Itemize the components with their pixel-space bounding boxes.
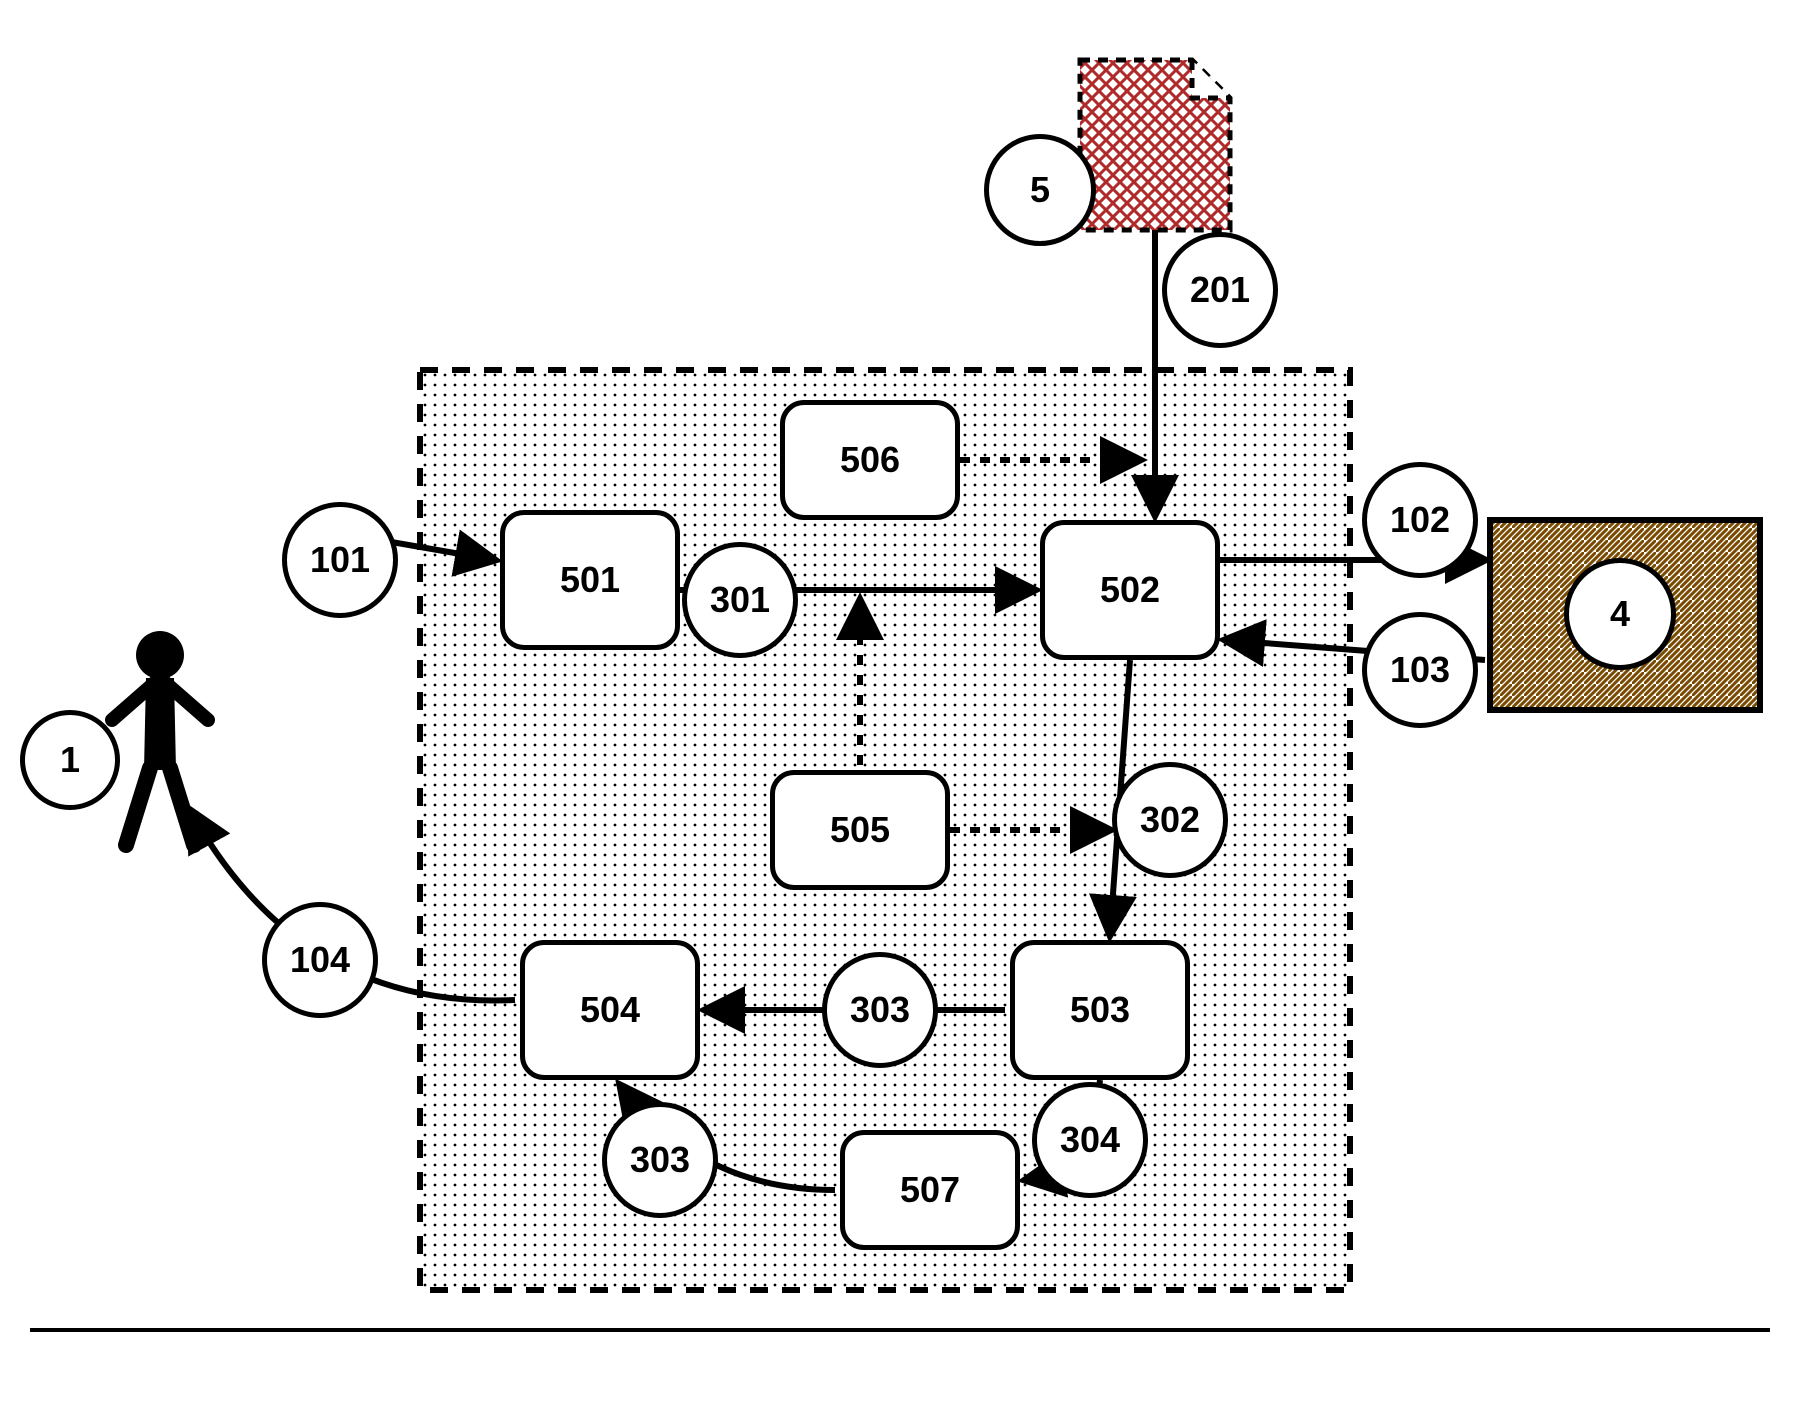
node-506: 506 <box>780 400 960 520</box>
node-label: 503 <box>1070 989 1130 1031</box>
node-label: 501 <box>560 559 620 601</box>
node-504: 504 <box>520 940 700 1080</box>
circle-304: 304 <box>1032 1082 1148 1198</box>
circle-label: 103 <box>1390 649 1450 691</box>
circle-label: 301 <box>710 579 770 621</box>
node-label: 502 <box>1100 569 1160 611</box>
node-label: 506 <box>840 439 900 481</box>
document-icon <box>1080 60 1230 230</box>
circle-303: 303 <box>602 1102 718 1218</box>
circle-label: 303 <box>850 989 910 1031</box>
circle-101: 101 <box>282 502 398 618</box>
node-label: 507 <box>900 1169 960 1211</box>
circle-label: 304 <box>1060 1119 1120 1161</box>
circle-302: 302 <box>1112 762 1228 878</box>
circle-label: 201 <box>1190 269 1250 311</box>
circle-1: 1 <box>20 710 120 810</box>
node-502: 502 <box>1040 520 1220 660</box>
circle-103: 103 <box>1362 612 1478 728</box>
circle-5: 5 <box>984 134 1096 246</box>
circle-104: 104 <box>262 902 378 1018</box>
node-501: 501 <box>500 510 680 650</box>
circle-label: 102 <box>1390 499 1450 541</box>
circle-label: 4 <box>1610 593 1630 635</box>
diagram-stage: 501 502 503 504 505 506 507 1 4 5 101 102 103 104 201… <box>0 0 1800 1404</box>
circle-label: 5 <box>1030 169 1050 211</box>
circle-label: 302 <box>1140 799 1200 841</box>
circle-4: 4 <box>1564 558 1676 670</box>
circle-201: 201 <box>1162 232 1278 348</box>
circle-303: 303 <box>822 952 938 1068</box>
node-label: 505 <box>830 809 890 851</box>
circle-label: 101 <box>310 539 370 581</box>
node-505: 505 <box>770 770 950 890</box>
node-label: 504 <box>580 989 640 1031</box>
circle-label: 303 <box>630 1139 690 1181</box>
circle-102: 102 <box>1362 462 1478 578</box>
circle-301: 301 <box>682 542 798 658</box>
node-507: 507 <box>840 1130 1020 1250</box>
node-503: 503 <box>1010 940 1190 1080</box>
circle-label: 104 <box>290 939 350 981</box>
circle-label: 1 <box>60 739 80 781</box>
